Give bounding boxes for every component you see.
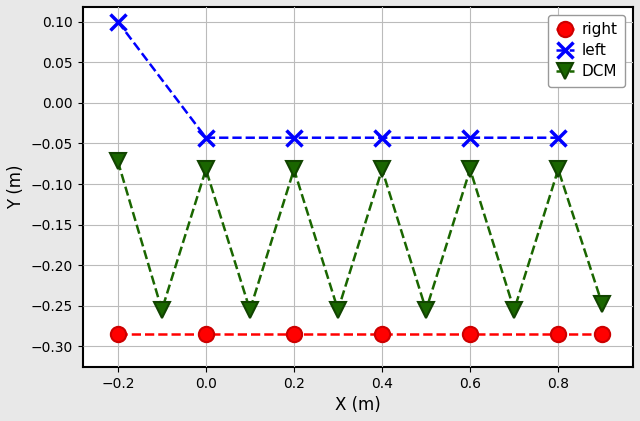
right — [114, 332, 122, 337]
DCM — [158, 307, 166, 312]
DCM — [510, 307, 518, 312]
DCM — [378, 167, 386, 172]
Line: DCM: DCM — [110, 154, 610, 317]
DCM — [246, 307, 254, 312]
DCM — [422, 307, 430, 312]
X-axis label: X (m): X (m) — [335, 396, 381, 414]
DCM — [467, 167, 474, 172]
DCM — [202, 167, 210, 172]
DCM — [290, 167, 298, 172]
left — [290, 135, 298, 140]
Line: right: right — [110, 327, 610, 342]
right — [290, 332, 298, 337]
DCM — [114, 159, 122, 164]
left — [202, 135, 210, 140]
Y-axis label: Y (m): Y (m) — [7, 165, 25, 209]
right — [467, 332, 474, 337]
left — [554, 135, 562, 140]
left — [114, 19, 122, 24]
DCM — [334, 307, 342, 312]
Line: left: left — [109, 13, 566, 146]
right — [598, 332, 606, 337]
DCM — [554, 167, 562, 172]
right — [378, 332, 386, 337]
left — [467, 135, 474, 140]
right — [202, 332, 210, 337]
Legend: right, left, DCM: right, left, DCM — [548, 15, 625, 87]
right — [554, 332, 562, 337]
DCM — [598, 302, 606, 307]
left — [378, 135, 386, 140]
